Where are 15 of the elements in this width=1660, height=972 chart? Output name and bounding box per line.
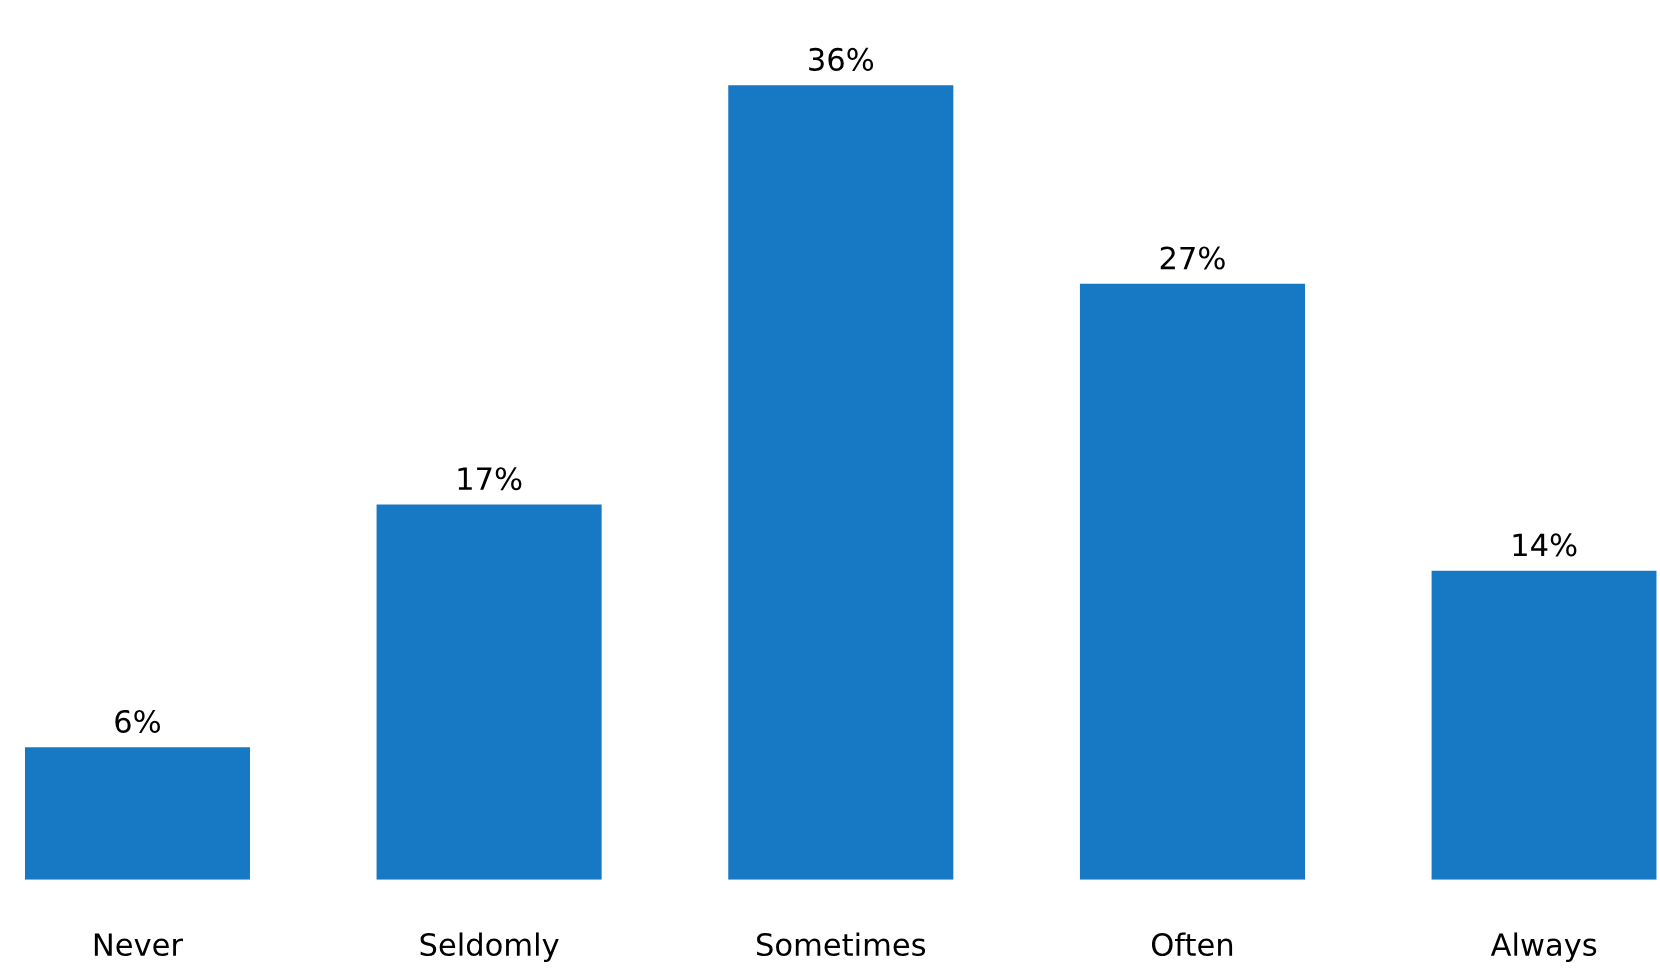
data-label: 27% bbox=[1160, 246, 1225, 270]
bar bbox=[1431, 570, 1657, 880]
bar bbox=[728, 85, 954, 880]
x-tick-label: Seldomly bbox=[420, 932, 559, 963]
bar bbox=[1079, 283, 1305, 880]
x-tick-label: Never bbox=[94, 933, 183, 957]
data-label: 14% bbox=[1513, 533, 1577, 557]
x-tick-label: Often bbox=[1151, 932, 1233, 957]
bar bbox=[376, 504, 602, 880]
x-tick-label: Always bbox=[1490, 932, 1597, 963]
bar bbox=[24, 747, 250, 880]
data-label: 17% bbox=[458, 467, 522, 491]
data-label: 36% bbox=[809, 47, 874, 71]
data-label: 6% bbox=[115, 709, 160, 733]
x-tick-label: Sometimes bbox=[757, 932, 926, 957]
